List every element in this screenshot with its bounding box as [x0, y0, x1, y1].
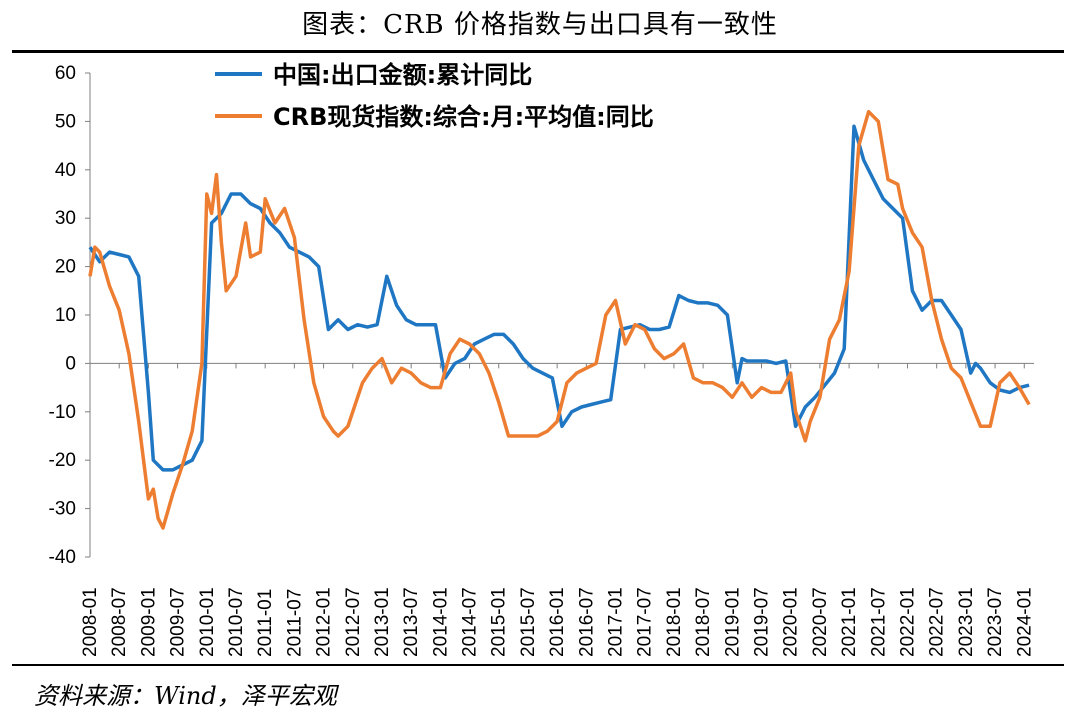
y-tick-label: 60	[55, 63, 76, 84]
y-tick-label: 40	[55, 160, 76, 181]
x-tick-label: 2022-01	[897, 587, 918, 657]
y-tick-label: -10	[49, 402, 76, 423]
x-tick-label: 2015-01	[489, 587, 510, 657]
x-tick-label: 2017-07	[635, 587, 656, 657]
y-tick-label: 0	[65, 353, 76, 374]
x-tick-label: 2011-07	[284, 589, 305, 657]
y-tick-label: 50	[55, 111, 76, 132]
y-tick-label: -20	[49, 450, 76, 471]
x-tick-label: 2014-07	[460, 587, 481, 657]
bottom-rule	[12, 664, 1064, 666]
x-tick-label: 2021-07	[868, 587, 889, 657]
series-lines	[88, 109, 1031, 530]
x-tick-label: 2012-07	[343, 587, 364, 657]
x-tick-label: 2018-01	[664, 587, 685, 657]
x-tick-label: 2022-07	[927, 587, 948, 657]
x-tick-label: 2013-07	[401, 587, 422, 657]
x-tick-label: 2023-07	[985, 587, 1006, 657]
x-tick-label: 2008-07	[109, 587, 130, 657]
source-note: 资料来源：Wind，泽平宏观	[34, 682, 337, 710]
x-tick-label: 2016-07	[576, 587, 597, 657]
legend: 中国:出口金额:累计同比 CRB现货指数:综合:月:平均值:同比	[215, 61, 654, 131]
x-tick-label: 2012-01	[314, 587, 335, 657]
x-tick-label: 2021-01	[839, 587, 860, 657]
x-tick-label: 2016-01	[547, 587, 568, 657]
x-tick-label: 2010-01	[197, 587, 218, 657]
x-tick-label: 2010-07	[226, 587, 247, 657]
x-tick-label: 2020-07	[810, 587, 831, 657]
x-tick-label: 2019-01	[722, 587, 743, 657]
x-tick-label: 2015-07	[518, 587, 539, 657]
y-tick-label: 20	[55, 257, 76, 278]
x-tick-label: 2009-07	[168, 587, 189, 657]
x-tick-label: 2023-01	[956, 587, 977, 657]
top-rule	[12, 50, 1064, 53]
y-tick-label: 10	[55, 305, 76, 326]
y-tick-label: -40	[49, 547, 76, 568]
series-line-1	[88, 124, 1030, 472]
x-tick-label: 2009-01	[138, 587, 159, 657]
x-tick-label: 2020-01	[781, 587, 802, 657]
chart-title: 图表：CRB 价格指数与出口具有一致性	[302, 10, 778, 40]
legend-label-2: CRB现货指数:综合:月:平均值:同比	[273, 103, 654, 131]
x-tick-label: 2024-01	[1014, 587, 1035, 657]
x-tick-label: 2017-01	[606, 587, 627, 657]
x-tick-label: 2008-01	[80, 587, 101, 657]
legend-label-1: 中国:出口金额:累计同比	[273, 61, 532, 89]
x-tick-label: 2013-01	[372, 587, 393, 657]
x-tick-label: 2014-01	[430, 587, 451, 657]
x-tick-label: 2019-07	[752, 587, 773, 657]
y-tick-label: 30	[55, 208, 76, 229]
series-line-2	[88, 109, 1031, 530]
x-tick-label: 2018-07	[693, 587, 714, 657]
x-tick-label: 2011-01	[255, 589, 276, 657]
y-tick-label: -30	[49, 499, 76, 520]
